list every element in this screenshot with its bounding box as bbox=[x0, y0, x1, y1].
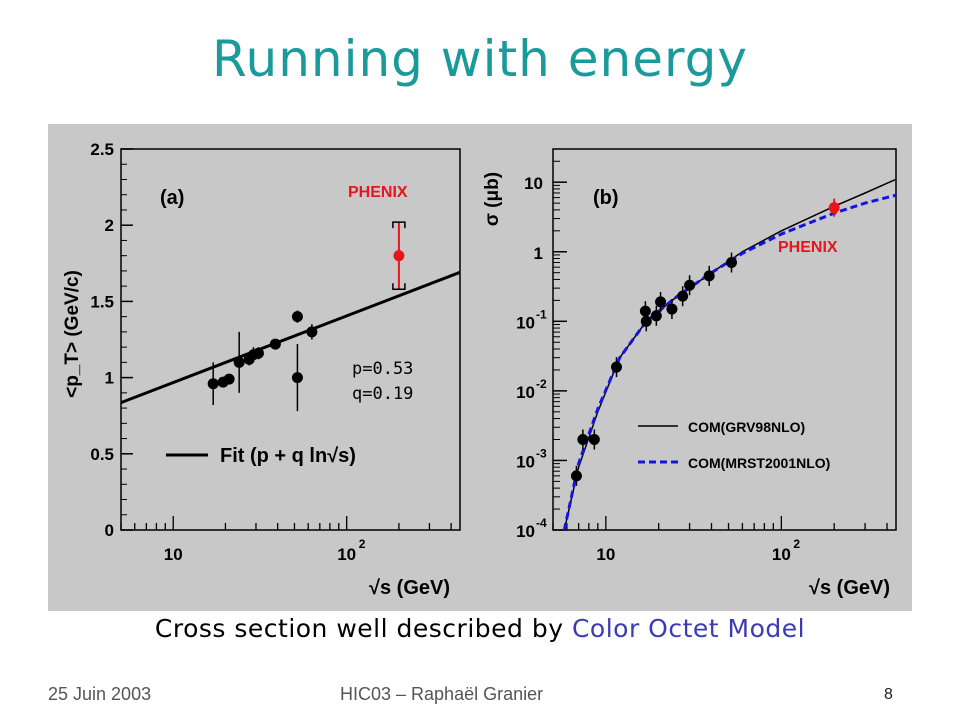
fit-p-value: p=0.53 bbox=[352, 359, 414, 379]
panel-a-phenix-label: PHENIX bbox=[348, 184, 408, 201]
panel-b-ytick-label: 10 bbox=[524, 174, 543, 193]
panel-a-data-point bbox=[291, 372, 303, 384]
panel-a-ytick-label: 0 bbox=[105, 521, 114, 540]
panel-b-data-point bbox=[610, 361, 622, 373]
page-number: 8 bbox=[884, 686, 893, 703]
panel-b-phenix-point bbox=[828, 202, 840, 214]
panel-b-legend-text-grv: COM(GRV98NLO) bbox=[688, 419, 805, 435]
panel-a-ytick-label: 0.5 bbox=[90, 445, 114, 464]
panel-a-xtick-label: 10 bbox=[337, 545, 356, 564]
panel-b-data-point bbox=[655, 296, 667, 308]
panel-b-data-point bbox=[684, 279, 696, 291]
panel-a-data-point bbox=[207, 378, 219, 390]
panel-b-ylabel: σ (μb) bbox=[482, 172, 503, 226]
panel-b-data-point bbox=[666, 303, 678, 315]
figure-svg: 00.511.522.510 102<p_T> (GeV/c)√s (GeV)(a… bbox=[62, 140, 897, 599]
panel-b-data-point bbox=[588, 433, 600, 445]
caption: Cross section well described by Color Oc… bbox=[0, 614, 960, 643]
caption-prefix: Cross section well described by bbox=[154, 614, 572, 643]
panel-b-legend-text-mrst: COM(MRST2001NLO) bbox=[688, 455, 830, 471]
panel-b-data-point bbox=[640, 315, 652, 327]
fit-q-value: q=0.19 bbox=[352, 384, 414, 404]
panel-a-xlabel: √s (GeV) bbox=[369, 577, 450, 599]
panel-b-frame bbox=[552, 148, 897, 531]
panel-a-fit-line bbox=[120, 270, 461, 405]
panel-a-phenix-point bbox=[393, 250, 405, 262]
footer-date: 25 Juin 2003 bbox=[48, 684, 152, 704]
panel-a-xtick-exp: 2 bbox=[359, 537, 366, 551]
panel-a-data-point bbox=[269, 338, 281, 350]
panel-b-ytick-label: 10 bbox=[516, 313, 535, 332]
footer-author: HIC03 – Raphaël Granier bbox=[340, 684, 544, 704]
panel-b-xtick-label: 10 bbox=[772, 545, 791, 564]
panel-a-phenix-syst-bracket bbox=[392, 221, 406, 290]
panel-b-ytick-exp: -2 bbox=[536, 377, 547, 391]
caption-highlight: Color Octet Model bbox=[571, 614, 806, 643]
panel-a-legend-text: Fit (p + q ln√s) bbox=[220, 445, 356, 467]
panel-a-data-point bbox=[233, 356, 245, 368]
panel-a-ytick-label: 2 bbox=[105, 216, 114, 235]
panel-a-data-point bbox=[252, 347, 264, 359]
panel-a-ytick-label: 2.5 bbox=[90, 140, 114, 159]
panel-b-data-point bbox=[650, 310, 662, 322]
panel-b-data-point bbox=[570, 470, 582, 482]
panel-b-ytick-exp: -1 bbox=[536, 307, 547, 321]
physics-figure: 0 0.5 1 1.5 2 2.5 10 10 2 <p_T> (GeV/c) √s (GeV) (a… bbox=[48, 124, 912, 611]
panel-b-phenix-label: PHENIX bbox=[778, 239, 838, 256]
panel-b-data-point bbox=[639, 305, 651, 317]
panel-b-data-point bbox=[577, 433, 589, 445]
panel-b-data-point bbox=[677, 290, 689, 302]
panel-b-data-point bbox=[703, 270, 715, 282]
fit-parameters: p=0.53 q=0.19 bbox=[352, 357, 413, 407]
panel-b-xtick-exp: 2 bbox=[793, 537, 800, 551]
panel-b-ytick-exp: -4 bbox=[536, 516, 547, 530]
panel-b-ytick-exp: -3 bbox=[536, 446, 547, 460]
panel-b-ytick-label: 10 bbox=[516, 522, 535, 541]
panel-a-ytick-label: 1 bbox=[105, 369, 114, 388]
panel-a-ytick-label: 1.5 bbox=[90, 292, 114, 311]
panel-b-ytick-label: 10 bbox=[516, 452, 535, 471]
page-title: Running with energy bbox=[212, 30, 748, 88]
panel-a-frame bbox=[120, 148, 461, 531]
panel-a-data-point bbox=[291, 311, 303, 323]
panel-a-data-point bbox=[306, 326, 318, 338]
panel-b-ytick-label: 1 bbox=[534, 244, 543, 263]
panel-b-tag: (b) bbox=[593, 187, 619, 209]
panel-a-tag: (a) bbox=[160, 187, 184, 209]
panel-a-xtick-label: 10 bbox=[164, 545, 183, 564]
panel-b-xlabel: √s (GeV) bbox=[809, 577, 890, 599]
panel-b-xtick-label: 10 bbox=[596, 545, 615, 564]
panel-b-data-point bbox=[726, 257, 738, 269]
panel-a-ylabel: <p_T> (GeV/c) bbox=[62, 270, 83, 398]
panel-a-data-point bbox=[223, 373, 235, 385]
panel-b-ytick-label: 10 bbox=[516, 383, 535, 402]
